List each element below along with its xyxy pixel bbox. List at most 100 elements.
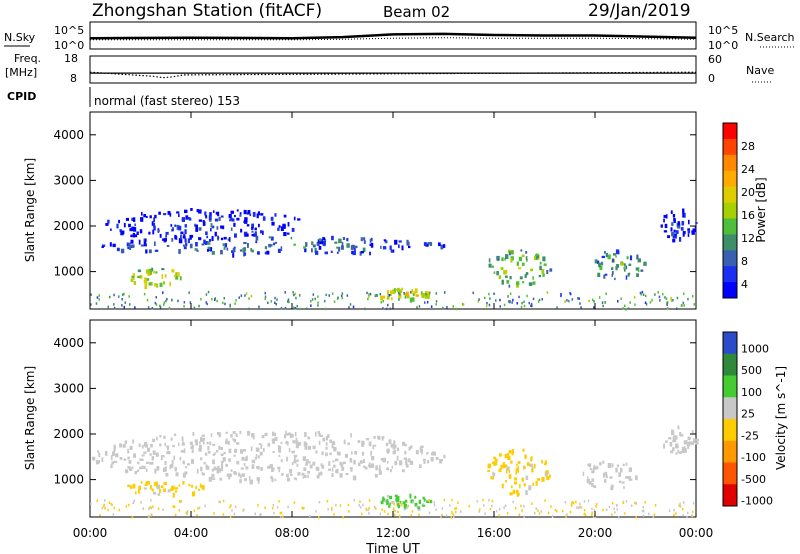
data-cell xyxy=(521,477,524,482)
data-cell xyxy=(349,467,353,470)
data-cell xyxy=(132,501,134,504)
data-cell xyxy=(165,231,169,235)
data-cell xyxy=(92,456,96,461)
data-cell xyxy=(593,508,596,512)
data-cell xyxy=(539,265,542,271)
data-cell xyxy=(98,452,101,458)
data-cell xyxy=(257,455,260,459)
data-cell xyxy=(149,462,152,465)
data-cell xyxy=(293,459,297,464)
data-cell xyxy=(137,461,140,465)
data-cell xyxy=(211,250,215,255)
data-cell xyxy=(190,208,193,211)
data-cell xyxy=(183,246,187,250)
data-cell xyxy=(686,442,691,447)
data-cell xyxy=(673,229,676,233)
data-cell xyxy=(143,451,147,454)
data-cell xyxy=(409,460,414,465)
data-cell xyxy=(329,439,333,443)
data-cell xyxy=(402,501,406,504)
data-cell xyxy=(544,472,548,477)
data-cell xyxy=(101,506,104,510)
data-cell xyxy=(294,431,297,437)
data-cell xyxy=(396,447,400,452)
data-cell xyxy=(182,442,185,446)
data-cell xyxy=(525,272,529,276)
data-cell xyxy=(517,468,519,473)
data-cell xyxy=(441,507,444,510)
data-cell xyxy=(230,469,233,472)
data-cell xyxy=(208,239,212,242)
power-ylabel: Slant Range [km] xyxy=(23,158,37,262)
data-cell xyxy=(220,249,223,255)
velocity-colorbar-frame xyxy=(722,331,738,507)
data-cell xyxy=(303,441,307,447)
data-cell xyxy=(544,460,547,464)
data-cell xyxy=(255,454,258,457)
data-cell xyxy=(640,293,643,296)
data-cell xyxy=(138,443,141,448)
power-colorbar-label: 4 xyxy=(741,278,748,291)
data-cell xyxy=(514,481,518,485)
data-cell xyxy=(118,219,120,224)
data-cell xyxy=(397,287,400,293)
data-cell xyxy=(616,508,618,511)
data-cell xyxy=(518,513,521,516)
data-cell xyxy=(410,291,413,294)
data-cell xyxy=(293,243,296,246)
data-cell xyxy=(523,483,526,487)
data-cell xyxy=(182,472,186,478)
data-cell xyxy=(687,233,690,237)
data-cell xyxy=(166,297,168,301)
data-cell xyxy=(274,213,277,217)
data-cell xyxy=(675,233,678,237)
data-cell xyxy=(102,244,106,247)
data-cell xyxy=(654,504,657,507)
data-cell xyxy=(234,505,237,508)
data-cell xyxy=(379,512,382,516)
data-cell xyxy=(220,453,224,456)
data-cell xyxy=(682,507,684,511)
data-cell xyxy=(133,499,136,502)
data-cell xyxy=(120,231,124,236)
data-cell xyxy=(173,455,176,461)
data-cell xyxy=(510,485,513,489)
data-cell xyxy=(510,250,514,255)
data-cell xyxy=(293,501,296,504)
data-cell xyxy=(450,516,452,519)
data-cell xyxy=(361,443,364,447)
data-cell xyxy=(274,437,278,441)
data-cell xyxy=(642,293,645,296)
data-cell xyxy=(223,236,227,240)
data-cell xyxy=(153,225,156,231)
data-cell xyxy=(212,453,215,456)
data-cell xyxy=(577,506,580,509)
data-cell xyxy=(233,454,236,457)
data-cell xyxy=(224,243,228,248)
data-cell xyxy=(637,258,641,263)
data-cell xyxy=(404,499,408,503)
data-cell xyxy=(341,241,344,247)
data-cell xyxy=(354,245,358,249)
data-cell xyxy=(374,473,378,478)
data-cell xyxy=(287,222,290,227)
x-tick-label: 08:00 xyxy=(275,526,310,540)
data-cell xyxy=(299,294,301,297)
data-cell xyxy=(449,504,451,507)
power-colorbar-segment xyxy=(723,218,737,235)
data-cell xyxy=(489,297,491,300)
data-cell xyxy=(579,505,581,509)
data-cell xyxy=(452,512,454,516)
data-cell xyxy=(612,258,614,263)
data-cell xyxy=(672,436,676,441)
data-cell xyxy=(489,507,492,511)
data-cell xyxy=(333,300,336,303)
data-cell xyxy=(186,510,188,514)
data-cell xyxy=(566,513,568,516)
data-cell xyxy=(515,470,517,475)
data-cell xyxy=(141,211,143,216)
data-cell xyxy=(292,291,294,294)
data-cell xyxy=(628,272,631,276)
data-cell xyxy=(340,463,344,467)
